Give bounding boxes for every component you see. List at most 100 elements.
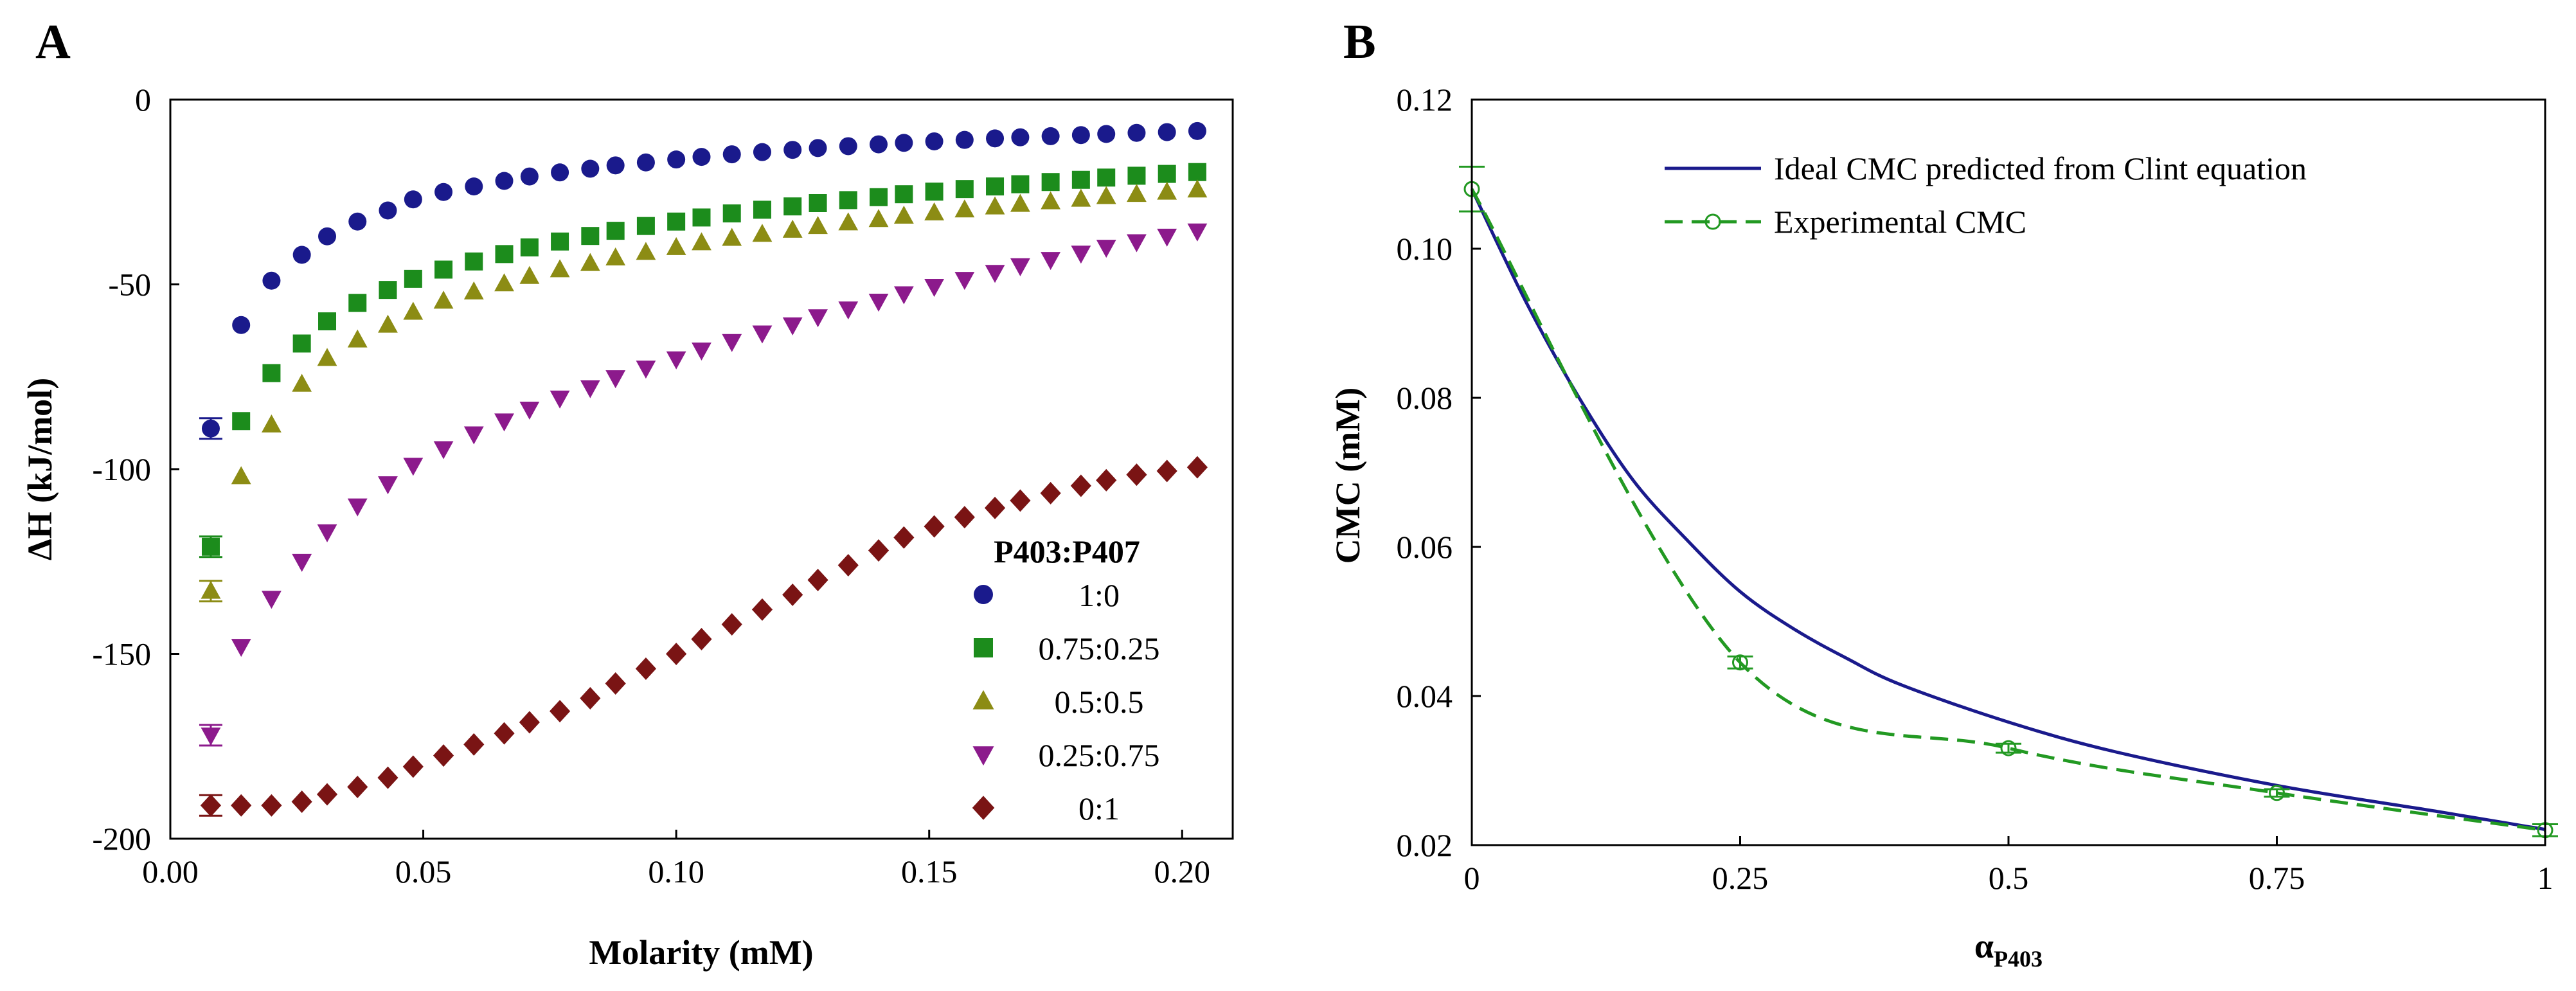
legend-marker-triangle-down (972, 746, 994, 766)
data-point (752, 325, 773, 344)
data-point (782, 584, 803, 606)
y-tick-label: -150 (92, 636, 151, 672)
panel-a-x-axis-title: Molarity (mM) (589, 933, 813, 972)
data-point (925, 132, 944, 150)
data-point (347, 329, 368, 348)
data-point (379, 281, 397, 299)
x-tick-label: 0.15 (901, 853, 958, 889)
y-tick-label: 0.02 (1397, 827, 1453, 863)
data-point (1096, 469, 1117, 492)
data-point (870, 135, 888, 154)
data-point (692, 148, 711, 166)
data-point (636, 153, 655, 172)
data-point (201, 537, 220, 556)
x-tick-label: 0.5 (1989, 860, 2029, 896)
data-point (1096, 186, 1116, 204)
data-point (985, 196, 1005, 215)
data-point (519, 265, 540, 284)
data-point (986, 177, 1005, 196)
panel-b-letter: B (1343, 15, 1376, 69)
data-point (377, 766, 398, 789)
data-point (1188, 121, 1206, 140)
data-point (495, 245, 514, 263)
data-point (580, 380, 600, 398)
data-point (1158, 165, 1176, 183)
data-point (520, 167, 539, 186)
data-point (403, 301, 424, 320)
legend-label: 0:1 (1078, 790, 1120, 826)
data-point (1097, 125, 1116, 143)
data-point (954, 506, 975, 529)
data-point (839, 137, 857, 156)
data-point (1071, 126, 1090, 145)
data-point (232, 412, 251, 431)
y-tick-label: 0 (135, 82, 151, 118)
data-point (1127, 123, 1146, 142)
panel-b-x-axis-alpha: α (1974, 927, 1994, 965)
data-point (378, 476, 398, 495)
data-point (808, 309, 828, 328)
data-point (1041, 173, 1060, 192)
data-point (1732, 654, 1748, 671)
data-point (955, 180, 974, 199)
data-point (1010, 193, 1030, 212)
data-point (1097, 168, 1116, 187)
series-line (1470, 188, 2546, 832)
data-point (495, 172, 514, 190)
data-point (519, 401, 540, 420)
data-point (692, 208, 711, 227)
data-point (924, 202, 944, 220)
panel-a: A 0.00 0.05 0.10 0.15 0.20 0-50-100-150-200 … (21, 15, 1234, 972)
data-point (402, 755, 424, 778)
data-point (494, 722, 515, 745)
data-point (551, 232, 569, 251)
x-tick-label: 0.75 (2249, 860, 2305, 896)
data-point (519, 711, 540, 734)
data-point (231, 794, 252, 817)
data-point (893, 286, 914, 305)
data-point (1186, 456, 1208, 479)
data-point (201, 728, 221, 746)
data-point (1071, 170, 1090, 189)
data-point (839, 191, 857, 210)
legend-marker (1704, 213, 1721, 230)
data-point (722, 334, 742, 352)
data-point (1041, 191, 1061, 210)
legend-label: 0.75:0.25 (1039, 630, 1160, 666)
data-point (752, 224, 773, 242)
panel-b-legend: Ideal CMC predicted from Clint equation E… (1665, 150, 2307, 240)
legend-label: Experimental CMC (1774, 204, 2026, 240)
data-point (494, 273, 514, 292)
data-point (520, 238, 539, 256)
data-point (1096, 240, 1116, 258)
panel-a-plot-area (199, 121, 1208, 817)
data-point (318, 227, 337, 246)
panel-b: B 0 0.25 0.5 0.75 1 0.02 0.04 0.06 0.08 0.10 0.12… (1328, 15, 2558, 972)
data-point (465, 177, 483, 196)
data-point (809, 194, 827, 212)
panel-b-y-ticks: 0.02 0.04 0.06 0.08 0.10 0.12 (1397, 82, 1481, 863)
data-point (666, 237, 686, 255)
y-tick-label: 0.08 (1397, 380, 1453, 416)
data-point (838, 212, 859, 231)
data-point (667, 212, 686, 231)
data-point (782, 219, 803, 238)
data-point (636, 361, 656, 379)
x-tick-label: 0.00 (142, 853, 199, 889)
x-tick-label: 1 (2537, 860, 2554, 896)
series-diamond (199, 456, 1208, 817)
data-point (581, 227, 600, 246)
data-point (722, 204, 741, 223)
data-point (924, 515, 945, 538)
panel-a-legend: P403:P407 1:0 0.75:0.25 0.5:0.5 0.25:0.75 0:… (972, 533, 1160, 826)
data-point (955, 130, 974, 149)
data-point (434, 183, 453, 201)
data-point (1040, 481, 1061, 504)
panel-a-y-axis-title: ΔH (kJ/mol) (21, 378, 59, 560)
data-point (348, 212, 367, 231)
y-tick-label: 0.12 (1397, 82, 1453, 118)
data-point (895, 134, 913, 152)
y-tick-label: 0.10 (1397, 231, 1453, 267)
data-point (317, 348, 337, 366)
data-point (783, 197, 802, 216)
